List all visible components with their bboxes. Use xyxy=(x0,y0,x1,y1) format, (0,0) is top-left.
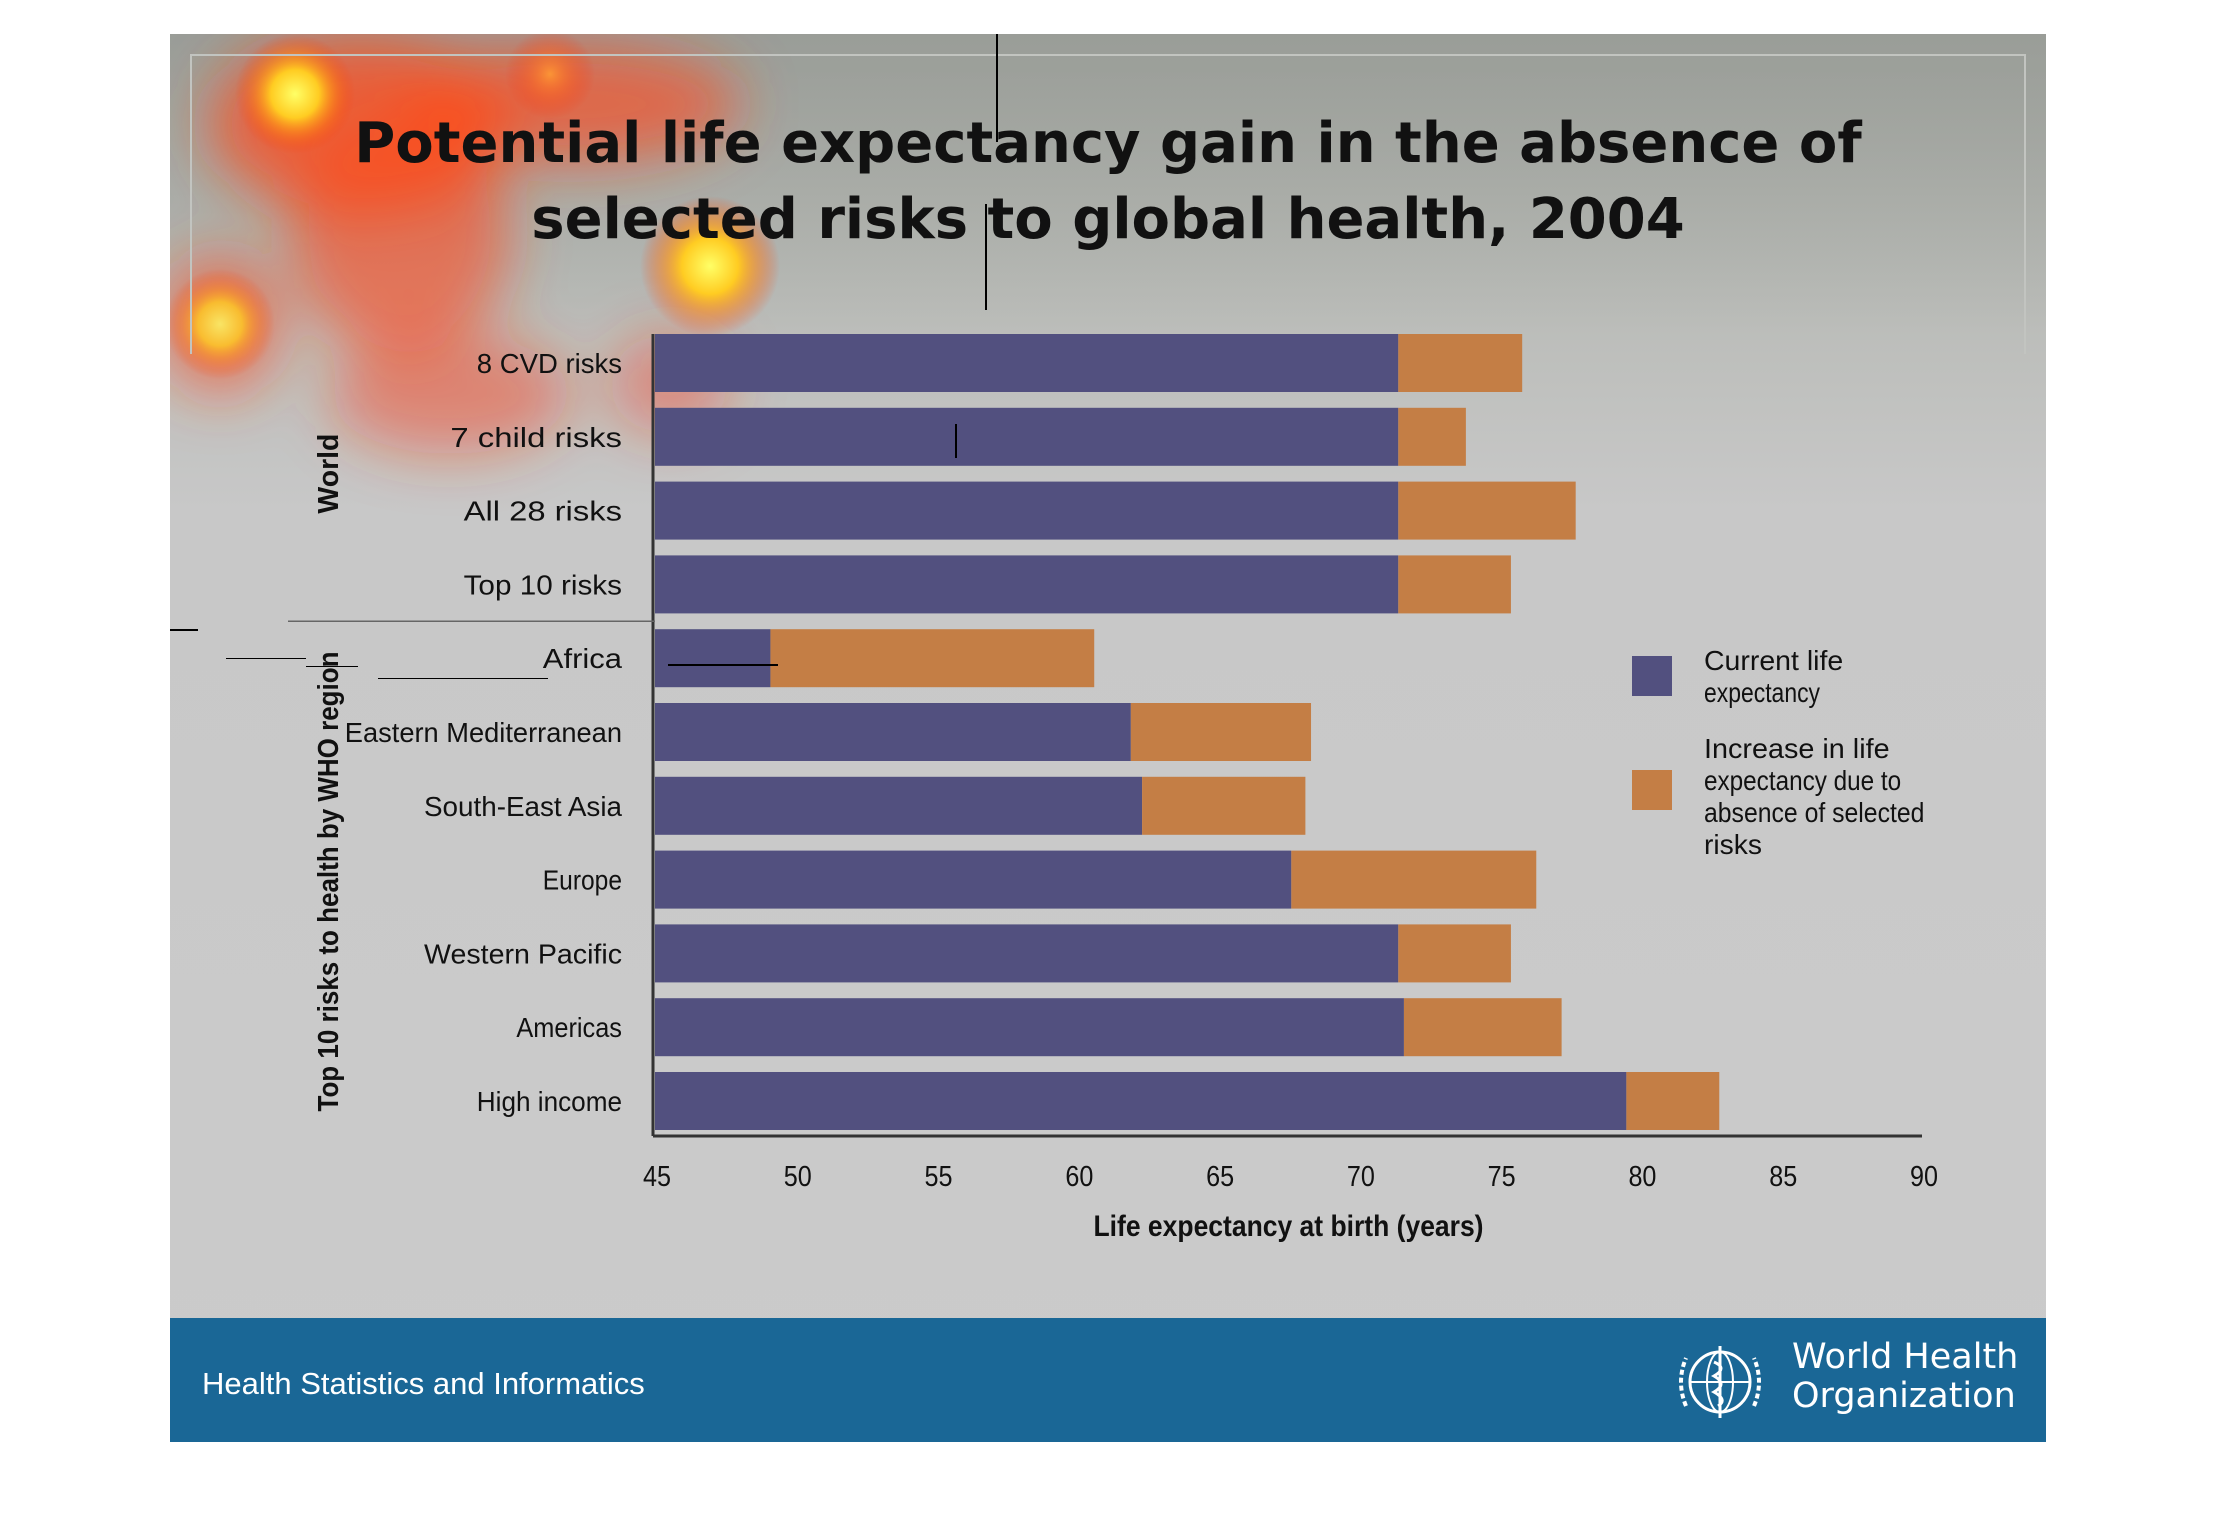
chart: 8 CVD risks 7 child risks All 28 risks Top … xyxy=(288,334,1938,1243)
category-label: Africa xyxy=(543,643,623,674)
group-label-world: World xyxy=(313,434,345,514)
legend-label-line: absence of selected xyxy=(1704,797,1924,828)
slide-title: Potential life expectancy gain in the ab… xyxy=(354,111,1862,252)
category-label: High income xyxy=(477,1086,622,1117)
bar-current xyxy=(655,629,771,688)
x-tick-label: 50 xyxy=(784,1161,812,1193)
legend-swatch-increase xyxy=(1632,770,1672,810)
bar-current xyxy=(655,481,1399,540)
bar-increase xyxy=(1398,924,1511,983)
footer-text: Health Statistics and Informatics xyxy=(202,1366,645,1401)
bar-increase xyxy=(1398,555,1511,614)
x-tick-label: 90 xyxy=(1910,1161,1938,1193)
annotation-line xyxy=(996,34,998,142)
slide: Potential life expectancy gain in the ab… xyxy=(170,34,2046,1442)
annotation-line xyxy=(378,678,548,679)
bar-increase xyxy=(1398,407,1466,466)
x-tick-label: 70 xyxy=(1347,1161,1375,1193)
category-label: South-East Asia xyxy=(424,791,622,822)
footer-bar: Health Statistics and Informatics World … xyxy=(170,1318,2046,1442)
x-tick-label: 45 xyxy=(643,1161,671,1193)
legend-label-line: expectancy due to xyxy=(1704,765,1901,796)
annotation-line xyxy=(955,424,957,458)
x-tick-label: 65 xyxy=(1206,1161,1234,1193)
category-label: Western Pacific xyxy=(424,938,622,969)
bar-increase xyxy=(1291,850,1537,909)
bar-current xyxy=(655,1072,1627,1130)
category-label: 8 CVD risks xyxy=(477,348,622,379)
category-label: Europe xyxy=(543,865,622,896)
x-axis-label: Life expectancy at birth (years) xyxy=(1094,1210,1484,1243)
bar-current xyxy=(655,407,1399,466)
annotation-line xyxy=(226,658,306,659)
x-tick-label: 75 xyxy=(1488,1161,1516,1193)
bar-increase xyxy=(770,629,1095,688)
x-tick-label: 55 xyxy=(925,1161,953,1193)
category-label: 7 child risks xyxy=(450,422,622,453)
bar-increase xyxy=(1398,334,1523,392)
group-label-region: Top 10 risks to health by WHO region xyxy=(313,652,345,1112)
bar-current xyxy=(655,776,1143,835)
annotation-line xyxy=(985,204,987,310)
bar-current xyxy=(655,924,1399,983)
category-label: Americas xyxy=(516,1012,622,1043)
annotation-line xyxy=(306,666,358,667)
legend-label-line: expectancy xyxy=(1704,677,1820,708)
annotation-line xyxy=(668,664,778,666)
x-tick-label: 85 xyxy=(1769,1161,1797,1193)
legend-label-line: Increase in life xyxy=(1704,733,1890,764)
x-tick-label: 80 xyxy=(1628,1161,1656,1193)
bar-current xyxy=(655,334,1399,392)
bar-current xyxy=(655,703,1131,761)
bar-increase xyxy=(1130,703,1312,761)
who-emblem-icon xyxy=(1679,1346,1761,1418)
category-label: All 28 risks xyxy=(464,496,622,527)
bar-increase xyxy=(1398,481,1576,540)
slide-frame xyxy=(190,54,2026,354)
legend-label-line: Current life xyxy=(1704,645,1843,676)
bar-increase xyxy=(1626,1072,1720,1130)
x-tick-label: 60 xyxy=(1065,1161,1093,1193)
category-label: Eastern Mediterranean xyxy=(345,717,622,748)
category-label: Top 10 risks xyxy=(464,569,622,600)
legend-swatch-current xyxy=(1632,656,1672,696)
legend-label-line: risks xyxy=(1704,829,1762,860)
bar-current xyxy=(655,998,1404,1057)
annotation-line xyxy=(170,629,198,631)
bar-current xyxy=(655,850,1292,909)
bar-increase xyxy=(1142,776,1306,835)
who-organization-name: World Health Organization xyxy=(1792,1337,2019,1416)
bar-increase xyxy=(1403,998,1562,1057)
bar-current xyxy=(655,555,1399,614)
